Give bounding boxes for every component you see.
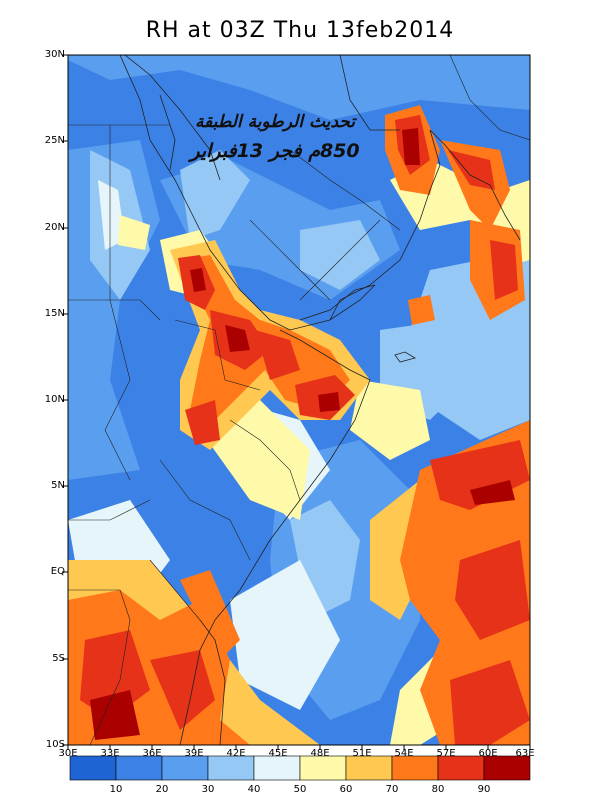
colorbar-label: 30: [201, 784, 215, 795]
lat-label: 5S: [52, 653, 65, 664]
colorbar-label: 20: [155, 784, 169, 795]
colorbar-swatch: [161, 755, 209, 781]
lon-label: 33E: [100, 748, 120, 759]
colorbar-label: 60: [339, 784, 353, 795]
colorbar-swatch: [299, 755, 347, 781]
lat-label: 5N: [51, 480, 65, 491]
lon-label: 57E: [436, 748, 456, 759]
colorbar-swatch: [345, 755, 393, 781]
colorbar-swatch: [115, 755, 163, 781]
lat-label: 10N: [44, 394, 65, 405]
lat-label: 25N: [44, 135, 65, 146]
colorbar-label: 40: [247, 784, 261, 795]
colorbar-label: 80: [431, 784, 445, 795]
lat-label: 30N: [44, 49, 65, 60]
colorbar-swatch: [69, 755, 117, 781]
colorbar-label: 50: [293, 784, 307, 795]
colorbar-label: 10: [109, 784, 123, 795]
lon-label: 45E: [268, 748, 288, 759]
lon-label: 63E: [515, 748, 535, 759]
colorbar-swatch: [253, 755, 301, 781]
lon-label: 54E: [394, 748, 414, 759]
colorbar-swatch: [483, 755, 531, 781]
lon-label: 42E: [226, 748, 246, 759]
lat-label: 10S: [45, 739, 65, 750]
lat-label: 20N: [44, 222, 65, 233]
colorbar-swatch: [391, 755, 439, 781]
colorbar-label: 90: [477, 784, 491, 795]
colorbar-label: 70: [385, 784, 399, 795]
lon-label: 30E: [58, 748, 78, 759]
colorbar-swatch: [437, 755, 485, 781]
lon-label: 39E: [184, 748, 204, 759]
annotation-line2: 850م فجر 13فبراير: [190, 140, 360, 162]
lat-label: EQ: [50, 566, 65, 577]
lon-label: 60E: [478, 748, 498, 759]
map-title: RH at 03Z Thu 13feb2014: [145, 18, 455, 43]
lon-label: 48E: [310, 748, 330, 759]
annotation-line1: تحديث الرطوبة الطبقة: [194, 112, 356, 132]
colorbar-swatch: [207, 755, 255, 781]
lon-label: 51E: [352, 748, 372, 759]
lat-label: 15N: [44, 308, 65, 319]
lon-label: 36E: [142, 748, 162, 759]
colorbar: [69, 755, 531, 781]
